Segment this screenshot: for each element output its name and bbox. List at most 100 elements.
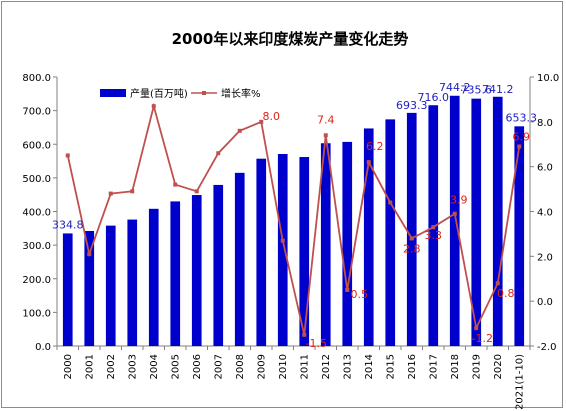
growth-point	[323, 133, 328, 138]
legend-bar-label: 产量(百万吨)	[130, 87, 188, 100]
bar	[127, 219, 138, 346]
bar-data-label: 735.6	[461, 84, 493, 97]
chart-title: 2000年以来印度煤炭产量变化走势	[172, 30, 409, 48]
growth-point	[388, 200, 393, 205]
bar	[148, 208, 159, 346]
legend-line-label: 增长率%	[221, 87, 261, 100]
growth-point	[452, 211, 457, 216]
growth-point	[280, 238, 285, 243]
bar-data-label: 334.8	[52, 218, 84, 231]
growth-data-label: 3.9	[450, 194, 468, 207]
y-left-tick-label: 200.0	[22, 275, 51, 286]
axes: 0.0 100.0 200.0 300.0 400.0 500.0 600.0 700.0 80…	[22, 73, 559, 409]
growth-data-label: 6.9	[513, 130, 531, 143]
x-tick-label: 2008	[235, 354, 246, 379]
bar	[299, 157, 310, 346]
bar	[62, 233, 73, 346]
growth-point	[474, 326, 479, 331]
x-tick-label: 2013	[342, 354, 353, 379]
y-left-tick-label: 800.0	[22, 73, 51, 84]
x-tick-label: 2016	[407, 354, 418, 379]
x-tick-label: 2021(1-10)	[514, 354, 525, 409]
y-left-tick-label: 600.0	[22, 140, 51, 151]
bar	[170, 201, 181, 346]
y-right-tick-label: -2.0	[537, 342, 557, 353]
x-tick-label: 2011	[299, 354, 310, 379]
bar	[449, 95, 460, 346]
bar	[277, 154, 288, 346]
bar	[213, 184, 224, 346]
legend-bar-swatch	[100, 89, 126, 97]
x-tick-label: 2017	[428, 354, 439, 379]
growth-point	[345, 287, 350, 292]
growth-data-label: -1.5	[306, 337, 327, 350]
growth-point	[87, 252, 92, 257]
bar	[84, 231, 95, 346]
x-tick-label: 2007	[213, 354, 224, 379]
growth-data-label: 7.4	[317, 113, 335, 126]
legend-line-marker	[202, 91, 206, 95]
bar	[234, 172, 245, 346]
x-tick-label: 2005	[170, 354, 181, 379]
growth-data-label: 8.0	[263, 110, 281, 123]
y-right-tick-label: 0.0	[537, 297, 553, 308]
x-tick-label: 2014	[364, 354, 375, 379]
bar-data-label: 741.2	[482, 83, 514, 96]
growth-point	[130, 189, 135, 194]
bar-data-label: 693.3	[396, 99, 428, 112]
bar	[514, 126, 525, 346]
y-right-tick-label: 4.0	[537, 208, 553, 219]
bar	[342, 141, 353, 346]
growth-line	[65, 102, 522, 337]
x-tick-label: 2004	[149, 354, 160, 379]
growth-point	[409, 236, 414, 241]
growth-data-label: 3.3	[425, 229, 443, 242]
growth-data-label: 2.8	[403, 242, 421, 255]
bar	[320, 143, 331, 346]
growth-point	[173, 182, 178, 187]
x-tick-label: 2002	[106, 354, 117, 379]
y-left-tick-label: 0.0	[35, 342, 51, 353]
bar	[105, 225, 116, 346]
growth-data-label: 0.5	[351, 288, 369, 301]
x-tick-label: 2009	[256, 354, 267, 379]
bar	[385, 119, 396, 347]
x-tick-label: 2000	[63, 354, 74, 379]
growth-point	[194, 189, 199, 194]
y-left-tick-label: 100.0	[22, 308, 51, 319]
bar-data-label: 716.0	[418, 91, 450, 104]
y-left-tick-label: 300.0	[22, 241, 51, 252]
growth-point	[237, 128, 242, 133]
growth-point	[431, 225, 436, 230]
bar-data-label: 744.2	[439, 81, 471, 94]
growth-point	[517, 144, 522, 149]
y-right-tick-label: 6.0	[537, 163, 553, 174]
growth-point	[216, 151, 221, 156]
y-left-tick-label: 700.0	[22, 107, 51, 118]
growth-point	[366, 160, 371, 165]
growth-data-label: 0.8	[497, 287, 515, 300]
growth-point	[495, 281, 500, 286]
growth-point	[65, 153, 70, 158]
y-right-tick-label: 10.0	[537, 73, 559, 84]
bar	[256, 158, 267, 346]
x-tick-label: 2015	[385, 354, 396, 379]
y-left-tick-label: 400.0	[22, 208, 51, 219]
growth-line-path	[66, 102, 521, 335]
growth-point	[302, 332, 307, 337]
bar	[471, 98, 482, 346]
x-tick-label: 2020	[493, 354, 504, 379]
growth-data-label: -1.2	[472, 332, 493, 345]
bar	[492, 96, 503, 346]
y-left-tick-label: 500.0	[22, 174, 51, 185]
x-tick-label: 2019	[471, 354, 482, 379]
x-tick-label: 2010	[278, 354, 289, 379]
bars	[62, 95, 525, 347]
bar-data-label: 653.3	[506, 111, 538, 124]
bar	[191, 195, 202, 346]
legend: 产量(百万吨) 增长率%	[100, 87, 261, 100]
growth-data-label: 6.2	[366, 140, 384, 153]
